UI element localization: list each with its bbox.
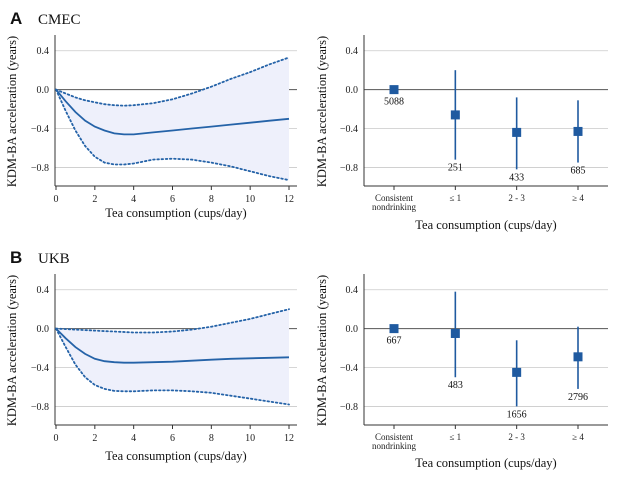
- x-tick-label: 6: [170, 194, 175, 205]
- x-tick-label: 2 - 3: [508, 193, 525, 203]
- y-tick-label: 0.0: [346, 85, 359, 96]
- y-axis-label: KDM-BA acceleration (years): [5, 275, 19, 426]
- y-axis-label: KDM-BA acceleration (years): [315, 275, 329, 426]
- x-tick-label: 8: [209, 194, 214, 205]
- y-axis-label: KDM-BA acceleration (years): [5, 36, 19, 187]
- x-tick-label: 4: [131, 433, 136, 444]
- confidence-band: [56, 57, 289, 181]
- y-tick-label: −0.8: [340, 163, 358, 174]
- y-tick-label: 0.4: [37, 46, 50, 57]
- cohort-label-a: CMEC: [38, 12, 81, 28]
- estimate-line: [55, 89, 290, 136]
- x-tick-label: 10: [245, 194, 255, 205]
- y-tick-label: 0.4: [37, 285, 50, 296]
- y-tick-label: −0.4: [31, 124, 49, 135]
- x-tick-label: 2 - 3: [508, 432, 525, 442]
- x-tick-label: Consistent: [375, 193, 414, 203]
- sample-size-label: 251: [448, 163, 463, 174]
- point-marker: [573, 126, 583, 136]
- y-axis-label: KDM-BA acceleration (years): [315, 36, 329, 187]
- x-tick-label: 4: [131, 194, 136, 205]
- chart-cmec-categories: 0.4 0.0 −0.4 −0.8 KDM-BA acceleration (years…: [315, 35, 608, 232]
- panel-a-header: A CMEC: [10, 9, 81, 28]
- sample-size-label: 2796: [568, 392, 588, 403]
- cohort-label-b: UKB: [38, 251, 70, 267]
- x-tick-label: 10: [245, 433, 255, 444]
- x-tick-label: 0: [54, 433, 59, 444]
- sample-size-label: 685: [571, 166, 586, 177]
- sample-size-label: 5088: [384, 97, 404, 108]
- y-tick-label: 0.4: [346, 46, 359, 57]
- sample-size-label: 667: [387, 336, 402, 347]
- point-marker: [389, 85, 399, 95]
- x-tick-label: 12: [284, 433, 294, 444]
- x-tick-label: ≥ 4: [572, 432, 584, 442]
- panel-b-header: B UKB: [10, 248, 70, 267]
- x-tick-label: 2: [92, 194, 97, 205]
- x-tick-label: Consistent: [375, 432, 414, 442]
- x-axis-label: Tea consumption (cups/day): [105, 449, 246, 463]
- x-tick-label: 6: [170, 433, 175, 444]
- chart-ukb-categories: 0.4 0.0 −0.4 −0.8 KDM-BA acceleration (years…: [315, 274, 608, 470]
- chart-ukb-spline: 0.4 0.0 −0.4 −0.8 KDM-BA acceleration (years…: [5, 274, 297, 463]
- x-axis-label: Tea consumption (cups/day): [415, 456, 556, 470]
- ci-lower-line: [55, 327, 290, 406]
- point-marker: [389, 324, 399, 334]
- y-tick-label: −0.8: [31, 402, 49, 413]
- x-tick-label: 8: [209, 433, 214, 444]
- ci-upper-line: [55, 56, 290, 107]
- confidence-band: [56, 309, 289, 405]
- sample-size-label: 433: [509, 172, 524, 183]
- chart-cmec-spline: 0.4 0.0 −0.4 −0.8 KDM-BA acceleration (years…: [5, 35, 297, 220]
- y-tick-label: −0.4: [340, 124, 358, 135]
- y-tick-label: −0.4: [340, 363, 358, 374]
- panel-letter-a: A: [10, 9, 22, 28]
- y-tick-label: 0.0: [37, 85, 50, 96]
- y-tick-label: 0.4: [346, 285, 359, 296]
- point-marker: [450, 110, 460, 120]
- x-axis-label: Tea consumption (cups/day): [415, 218, 556, 232]
- x-tick-label: 0: [54, 194, 59, 205]
- y-tick-label: 0.0: [346, 324, 359, 335]
- point-marker: [450, 328, 460, 338]
- ci-lower-line: [55, 88, 290, 182]
- x-tick-label: ≥ 4: [572, 193, 584, 203]
- panel-letter-b: B: [10, 248, 22, 267]
- point-marker: [512, 367, 522, 377]
- sample-size-label: 1656: [507, 409, 527, 420]
- ci-upper-line: [55, 308, 290, 334]
- y-tick-label: 0.0: [37, 324, 50, 335]
- x-tick-label: ≤ 1: [449, 432, 461, 442]
- estimate-line: [55, 327, 290, 364]
- y-tick-label: −0.8: [340, 402, 358, 413]
- x-tick-label: ≤ 1: [449, 193, 461, 203]
- x-tick-label: nondrinking: [372, 202, 416, 212]
- x-tick-label: 12: [284, 194, 294, 205]
- sample-size-label: 483: [448, 380, 463, 391]
- y-tick-label: −0.8: [31, 163, 49, 174]
- x-axis-label: Tea consumption (cups/day): [105, 206, 246, 220]
- y-tick-label: −0.4: [31, 363, 49, 374]
- point-marker: [573, 352, 583, 362]
- x-tick-label: nondrinking: [372, 441, 416, 451]
- point-marker: [512, 127, 522, 137]
- x-tick-label: 2: [92, 433, 97, 444]
